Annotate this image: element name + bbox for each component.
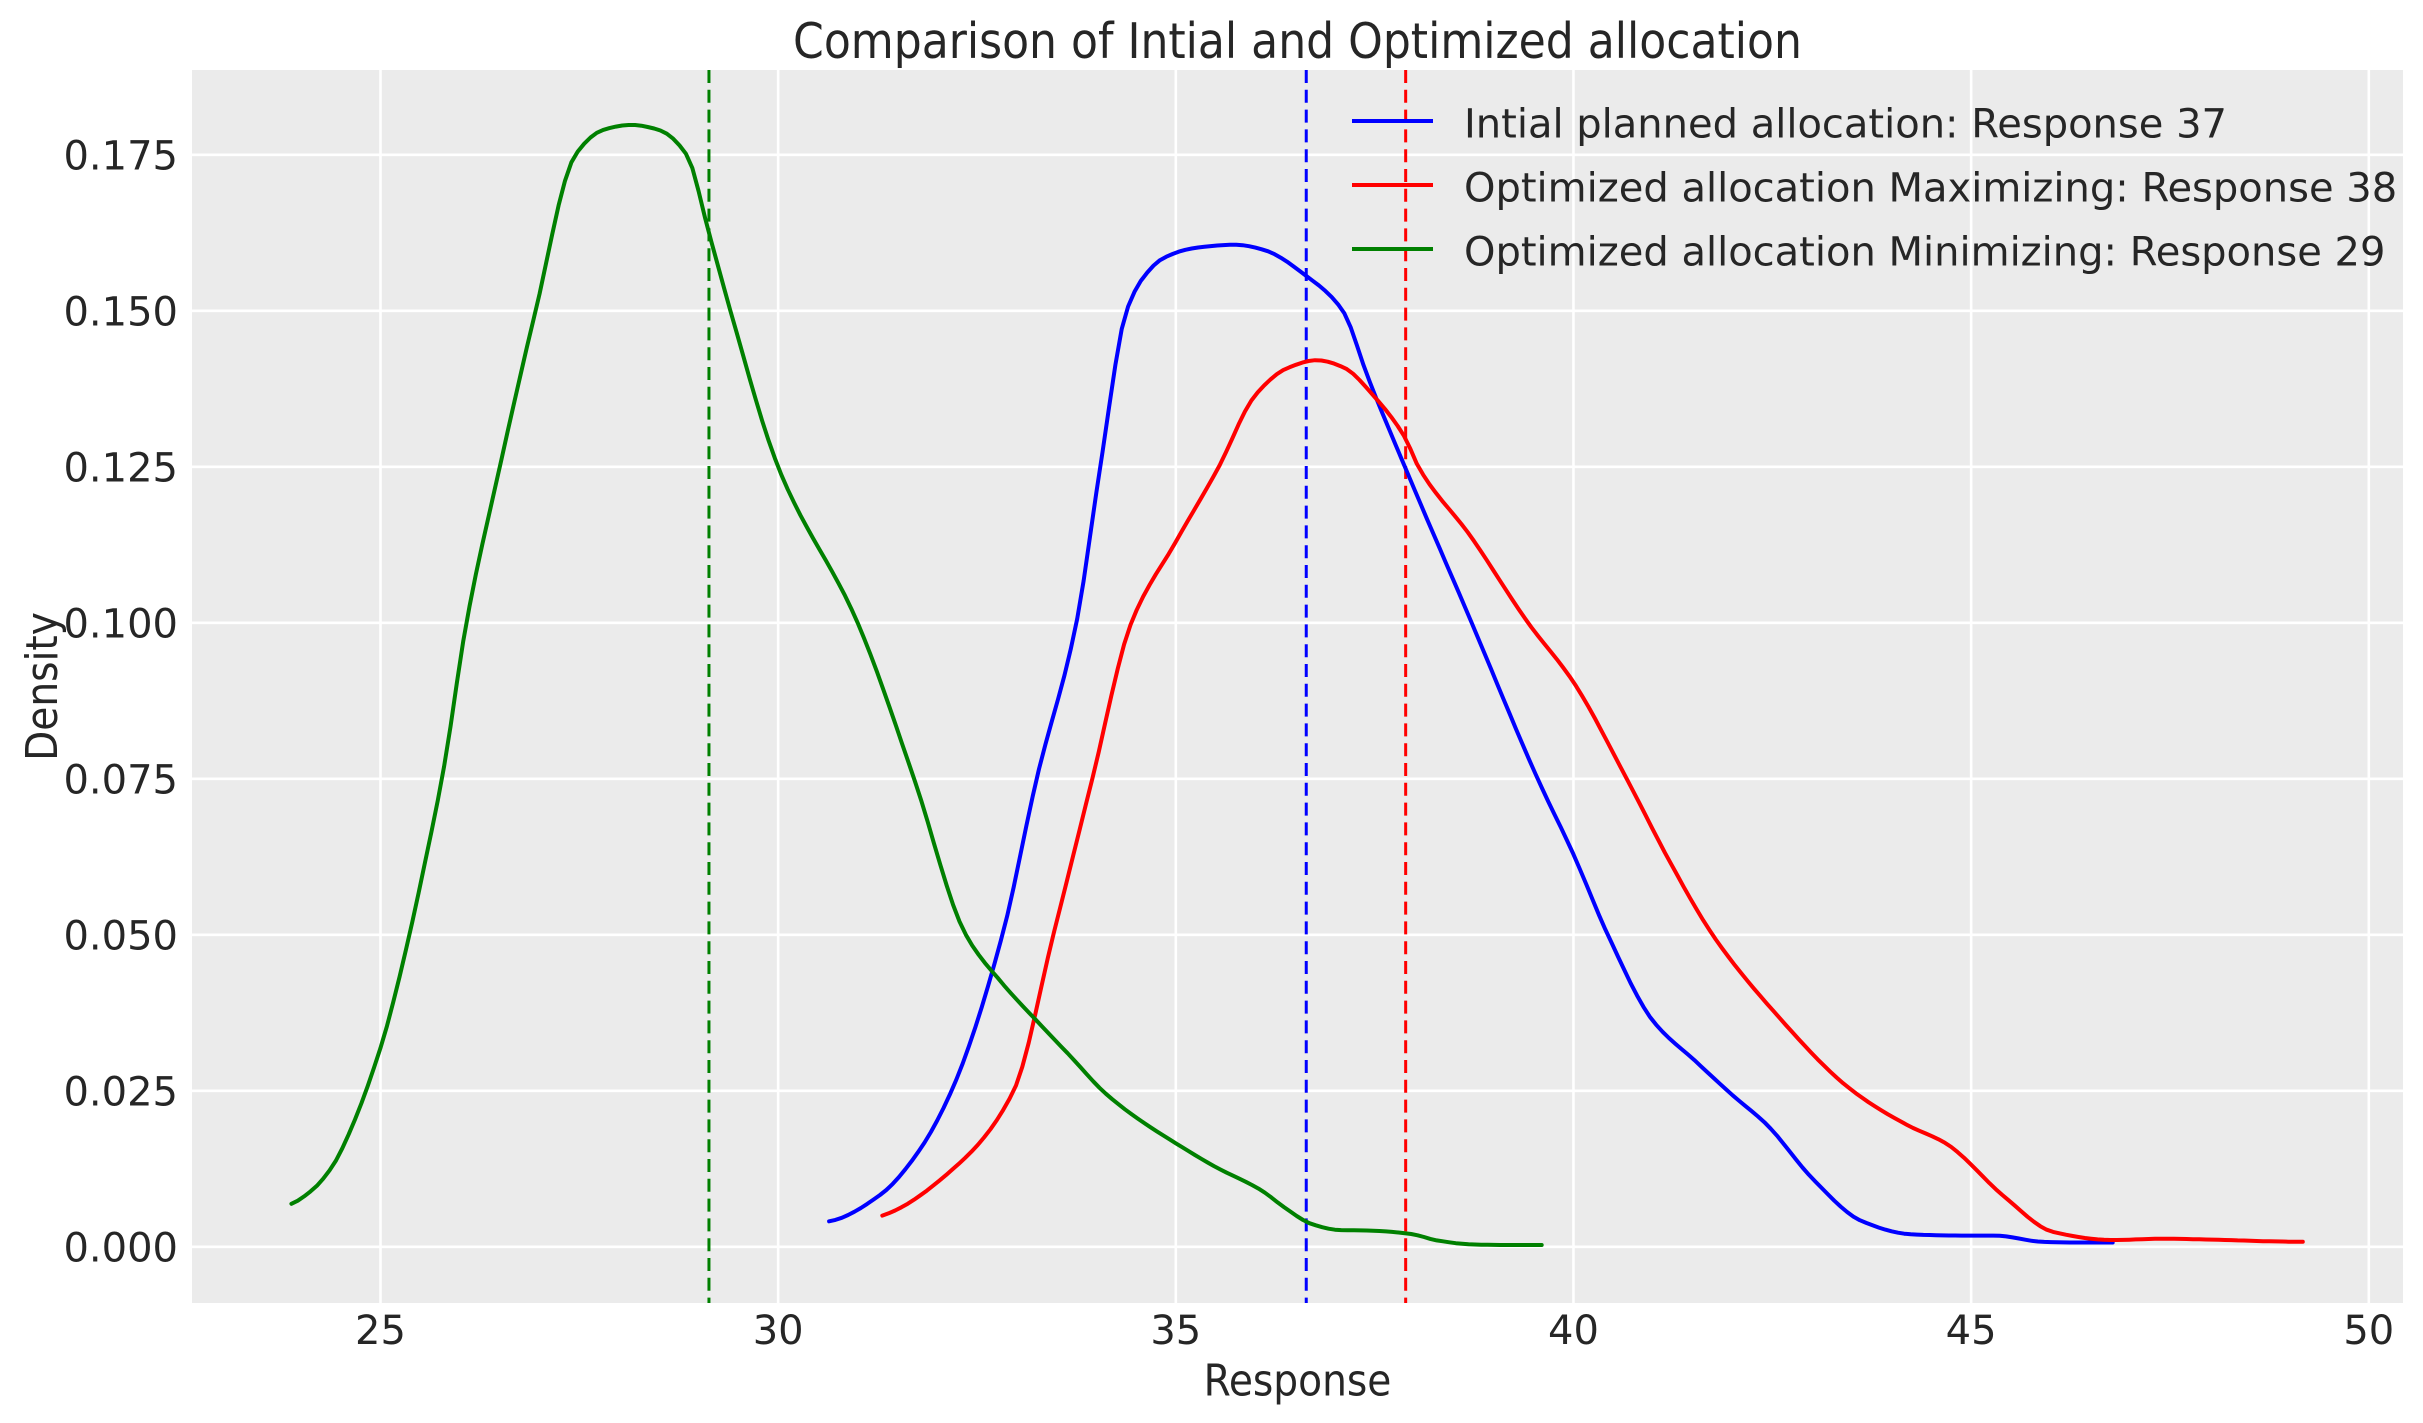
density-curve-2 bbox=[289, 123, 1544, 1247]
y-tick-label-0.025: 0.025 bbox=[63, 1069, 178, 1115]
x-axis-label: Response bbox=[1204, 1357, 1392, 1407]
gridlines bbox=[192, 70, 2403, 1303]
y-tick-label-0.175: 0.175 bbox=[63, 133, 178, 179]
y-tick-label-0.000: 0.000 bbox=[63, 1225, 178, 1271]
y-tick-label-0.125: 0.125 bbox=[63, 445, 178, 491]
density-curve-1 bbox=[880, 358, 2305, 1244]
x-tick-labels: 25 30 35 40 45 50 bbox=[355, 1308, 2394, 1354]
y-tick-labels: 0.000 0.025 0.050 0.075 0.100 0.125 0.150 0.175 bbox=[63, 133, 178, 1271]
y-tick-label-0.100: 0.100 bbox=[63, 601, 178, 647]
legend-label-1: Optimized allocation Maximizing: Respons… bbox=[1464, 166, 2397, 212]
density-curves bbox=[289, 123, 2305, 1247]
x-tick-label-25: 25 bbox=[355, 1308, 406, 1354]
plot-area bbox=[192, 70, 2403, 1303]
density-curve-0 bbox=[827, 242, 2115, 1245]
legend-label-2: Optimized allocation Minimizing: Respons… bbox=[1464, 230, 2385, 276]
x-tick-label-45: 45 bbox=[1946, 1308, 1997, 1354]
y-axis-label: Density bbox=[18, 612, 68, 761]
x-tick-label-30: 30 bbox=[753, 1308, 804, 1354]
legend: Intial planned allocation: Response 37 Op… bbox=[1352, 102, 2397, 276]
x-tick-label-35: 35 bbox=[1150, 1308, 1201, 1354]
y-tick-label-0.050: 0.050 bbox=[63, 913, 178, 959]
chart-title: Comparison of Intial and Optimized alloc… bbox=[793, 13, 1802, 70]
y-tick-label-0.150: 0.150 bbox=[63, 289, 178, 335]
legend-label-0: Intial planned allocation: Response 37 bbox=[1464, 102, 2227, 148]
y-tick-label-0.075: 0.075 bbox=[63, 757, 178, 803]
x-tick-label-50: 50 bbox=[2343, 1308, 2394, 1354]
x-tick-label-40: 40 bbox=[1548, 1308, 1599, 1354]
